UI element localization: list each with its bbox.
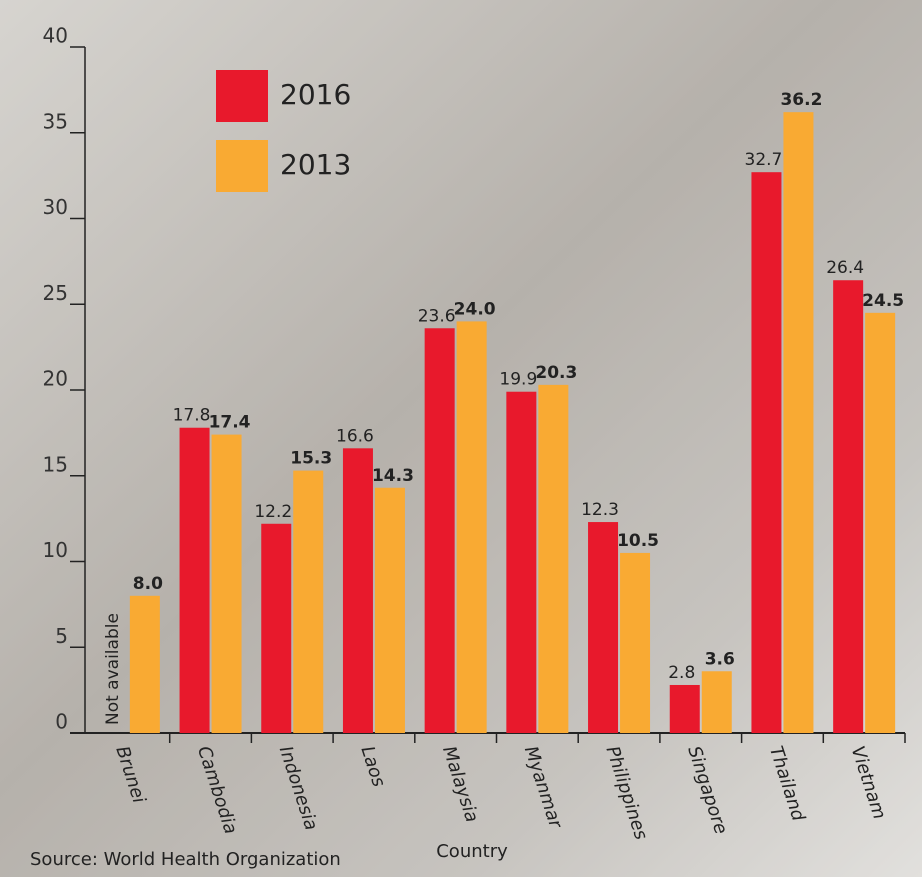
data-label: 17.4 [209,413,251,433]
bar [669,684,700,733]
bar [424,328,455,733]
bar [783,112,814,734]
data-label: 3.6 [705,649,735,669]
data-label: 2.8 [668,663,695,683]
legend-label: 2013 [280,148,351,181]
legend-label: 2016 [280,78,351,111]
y-tick-label: 5 [55,624,68,648]
data-label: 26.4 [826,258,864,278]
y-tick-label: 0 [55,710,68,734]
bar [538,384,569,733]
bar [833,280,864,733]
data-label: 23.6 [418,306,456,326]
bar [456,321,487,733]
data-label: 17.8 [173,406,211,426]
annotation: Not available [103,613,123,725]
data-label: 32.7 [745,150,783,170]
bar [179,427,210,733]
bar [261,523,292,733]
source: Source: World Health Organization [30,849,341,870]
bar [620,552,651,733]
bar [374,487,405,733]
legend-swatch [216,70,268,122]
data-label: 36.2 [780,90,822,110]
y-tick-label: 25 [43,281,68,305]
bar [293,470,324,733]
data-label: 10.5 [617,531,659,551]
y-tick-label: 35 [43,109,68,133]
data-label: 15.3 [290,449,332,469]
data-label: 20.3 [535,363,577,383]
bar [701,671,732,733]
x-axis-label: Country [436,841,508,862]
y-tick-label: 30 [43,195,68,219]
data-label: 16.6 [336,426,374,446]
y-tick-label: 10 [43,538,68,562]
data-label: 19.9 [499,370,537,390]
bar [129,595,160,733]
data-label: 14.3 [372,466,414,486]
legend-swatch [216,140,268,192]
y-tick-label: 15 [43,452,68,476]
bar [751,172,782,733]
data-label: 12.2 [254,502,292,522]
bar [588,522,619,733]
data-label: 8.0 [133,574,163,594]
y-tick-label: 20 [43,367,68,391]
data-label: 24.5 [862,291,904,311]
bar [342,448,373,733]
bar [211,434,242,733]
bar [865,312,896,733]
data-label: 24.0 [454,299,496,319]
bar [506,391,537,733]
y-tick-label: 40 [43,24,68,48]
data-label: 12.3 [581,500,619,520]
